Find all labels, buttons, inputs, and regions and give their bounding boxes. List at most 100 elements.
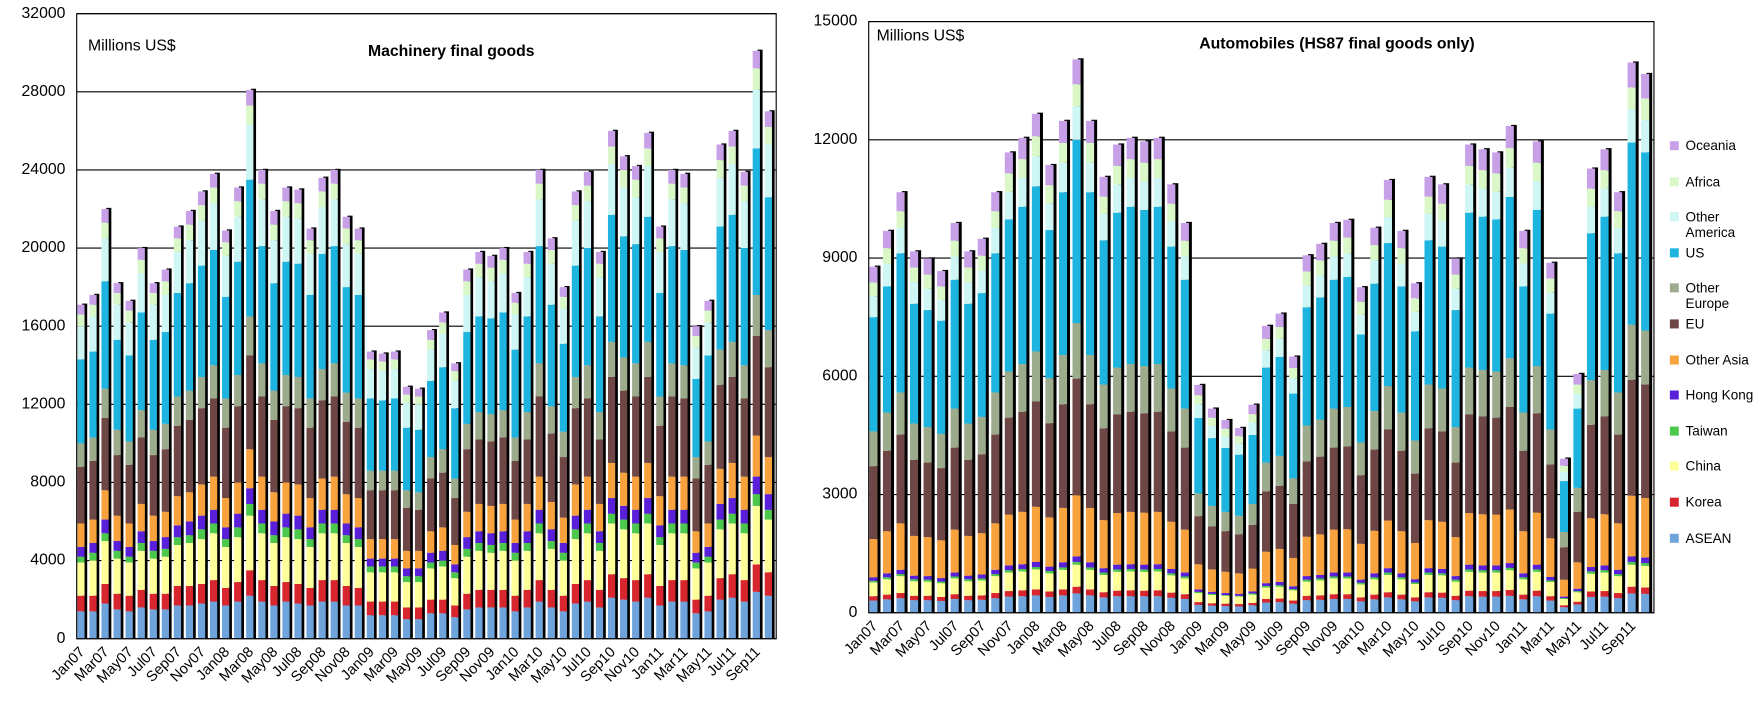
bar-shadow	[323, 176, 329, 639]
bar-segment	[1004, 596, 1013, 613]
bar-segment	[415, 509, 423, 551]
bar-segment	[113, 609, 121, 639]
bar-segment	[704, 441, 712, 465]
bar-segment	[1600, 596, 1609, 613]
bar-segment	[1113, 414, 1122, 514]
bar-segment	[1451, 537, 1460, 577]
bar-segment	[964, 581, 973, 596]
bar-segment	[294, 408, 302, 485]
bar-segment	[149, 558, 157, 594]
bar-segment	[1072, 59, 1081, 85]
bar-segment	[282, 201, 290, 217]
bar-segment	[487, 255, 495, 268]
bar-segment	[173, 605, 182, 639]
bar-segment	[869, 539, 878, 578]
bar-segment	[668, 183, 676, 200]
bar-segment	[680, 173, 688, 188]
bar-segment	[1370, 530, 1379, 574]
bar-segment	[463, 423, 471, 450]
bar-segment	[101, 533, 109, 542]
bar-segment	[1397, 286, 1406, 413]
bar-segment	[270, 210, 278, 225]
bar-segment	[402, 607, 411, 620]
bar-segment	[101, 222, 109, 239]
bar-shadow	[311, 227, 317, 639]
bar-segment	[896, 211, 905, 229]
bar-segment	[1167, 573, 1176, 576]
bar-segment	[1532, 512, 1541, 565]
bar-segment	[1627, 379, 1636, 496]
bar-segment	[1248, 434, 1257, 504]
bar-segment	[149, 339, 157, 430]
y-tick-label: 4000	[30, 552, 65, 569]
bar-segment	[1410, 331, 1420, 441]
bar-segment	[234, 187, 242, 202]
bar-shadow	[1064, 119, 1071, 613]
bar-segment	[1221, 606, 1230, 613]
bar-segment	[463, 332, 471, 424]
bar-segment	[222, 527, 230, 540]
bar-segment	[475, 251, 483, 264]
bar-segment	[1397, 248, 1406, 264]
bar-segment	[1600, 188, 1609, 217]
bar-segment	[882, 286, 892, 413]
bar-segment	[246, 105, 254, 125]
bar-segment	[185, 605, 194, 639]
bar-segment	[1221, 428, 1230, 437]
bar-segment	[571, 408, 580, 485]
bar-segment	[209, 476, 218, 510]
bar-segment	[1045, 570, 1054, 574]
bar-segment	[1451, 288, 1460, 311]
bar-shadow	[1511, 124, 1517, 613]
bar-segment	[330, 601, 338, 639]
bar-segment	[559, 296, 567, 309]
bar-shadow	[661, 225, 667, 639]
bar-segment	[1045, 378, 1054, 424]
bar-segment	[595, 550, 604, 590]
bar-segment	[342, 392, 350, 422]
bar-segment	[1614, 576, 1623, 594]
bar-segment	[125, 322, 133, 356]
bar-segment	[1072, 323, 1081, 379]
bar-segment	[1045, 185, 1054, 204]
bar-segment	[1370, 410, 1379, 450]
bar-segment	[463, 511, 471, 538]
bar-segment	[1438, 184, 1447, 204]
bar-shadow	[1335, 221, 1341, 613]
bar-segment	[318, 177, 326, 192]
bar-segment	[668, 363, 676, 397]
bar-segment	[1424, 384, 1433, 429]
bar-shadow	[956, 221, 962, 613]
bar-segment	[1018, 590, 1027, 597]
bar-segment	[1058, 507, 1068, 563]
bar-segment	[910, 282, 919, 304]
bar-segment	[1099, 568, 1108, 573]
bar-segment	[1397, 599, 1406, 613]
bar-segment	[1641, 330, 1650, 385]
bar-segment	[1383, 180, 1392, 200]
bar-segment	[1627, 564, 1636, 587]
bar-shadow	[540, 168, 546, 639]
bar-segment	[547, 529, 555, 542]
bar-segment	[1058, 404, 1068, 508]
bar-segment	[923, 595, 932, 601]
bar-segment	[1451, 427, 1460, 463]
bar-segment	[1234, 573, 1244, 594]
bar-segment	[113, 455, 121, 516]
bar-segment	[571, 376, 580, 409]
bar-segment	[330, 523, 338, 534]
legend-item: Hong Kong	[1669, 387, 1760, 423]
bar-segment	[668, 199, 676, 247]
bar-shadow	[371, 350, 377, 639]
bar-segment	[1248, 568, 1257, 592]
bar-segment	[1627, 561, 1636, 565]
bar-segment	[1600, 149, 1609, 171]
bar-segment	[1424, 176, 1433, 197]
bar-segment	[149, 609, 157, 639]
bar-segment	[1383, 597, 1392, 613]
bar-segment	[463, 281, 471, 295]
bar-segment	[1058, 192, 1068, 355]
bar-segment	[764, 494, 772, 510]
bar-segment	[1383, 199, 1392, 218]
bar-segment	[1262, 585, 1271, 588]
